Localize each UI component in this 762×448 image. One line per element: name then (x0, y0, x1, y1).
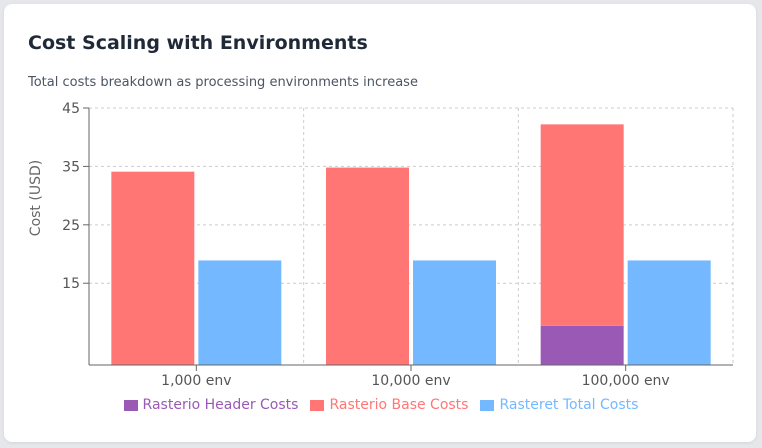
bar-rasterio-header-costs (540, 325, 624, 365)
legend-label: Rasterio Base Costs (329, 397, 469, 413)
legend-swatch (480, 399, 495, 411)
chart-subtitle: Total costs breakdown as processing envi… (28, 75, 418, 90)
bar-rasterio-base-costs (111, 171, 195, 365)
legend-swatch (123, 399, 138, 411)
bars-layer (111, 124, 711, 365)
bar-rasterio-base-costs (540, 124, 624, 326)
y-tick-label: 25 (62, 218, 80, 234)
axes-layer: 15 25 35 45 1,000 env 10,000 env 100,000 env (62, 101, 733, 389)
bar-rasteret-total-costs (198, 260, 282, 365)
x-tick-label: 10,000 env (371, 373, 450, 389)
bar-rasterio-base-costs (326, 167, 409, 365)
x-tick-label: 1,000 env (161, 373, 231, 389)
y-axis-title: Cost (USD) (28, 160, 44, 236)
legend-item[interactable]: Rasterio Header Costs (123, 397, 299, 413)
chart-title: Cost Scaling with Environments (28, 32, 368, 54)
y-tick-label: 45 (62, 101, 80, 117)
legend-swatch (310, 399, 325, 411)
legend-label: Rasteret Total Costs (499, 397, 639, 413)
x-tick-label: 100,000 env (582, 373, 670, 389)
bar-rasteret-total-costs (413, 260, 496, 365)
legend-label: Rasterio Header Costs (142, 397, 299, 413)
y-tick-label: 35 (62, 159, 80, 175)
legend: Rasterio Header Costs Rasterio Base Costs… (0, 397, 762, 413)
grid-layer (89, 107, 734, 365)
legend-item[interactable]: Rasterio Base Costs (310, 397, 468, 413)
y-tick-label: 15 (62, 276, 80, 292)
legend-item[interactable]: Rasteret Total Costs (480, 397, 638, 413)
bar-rasteret-total-costs (627, 260, 711, 365)
